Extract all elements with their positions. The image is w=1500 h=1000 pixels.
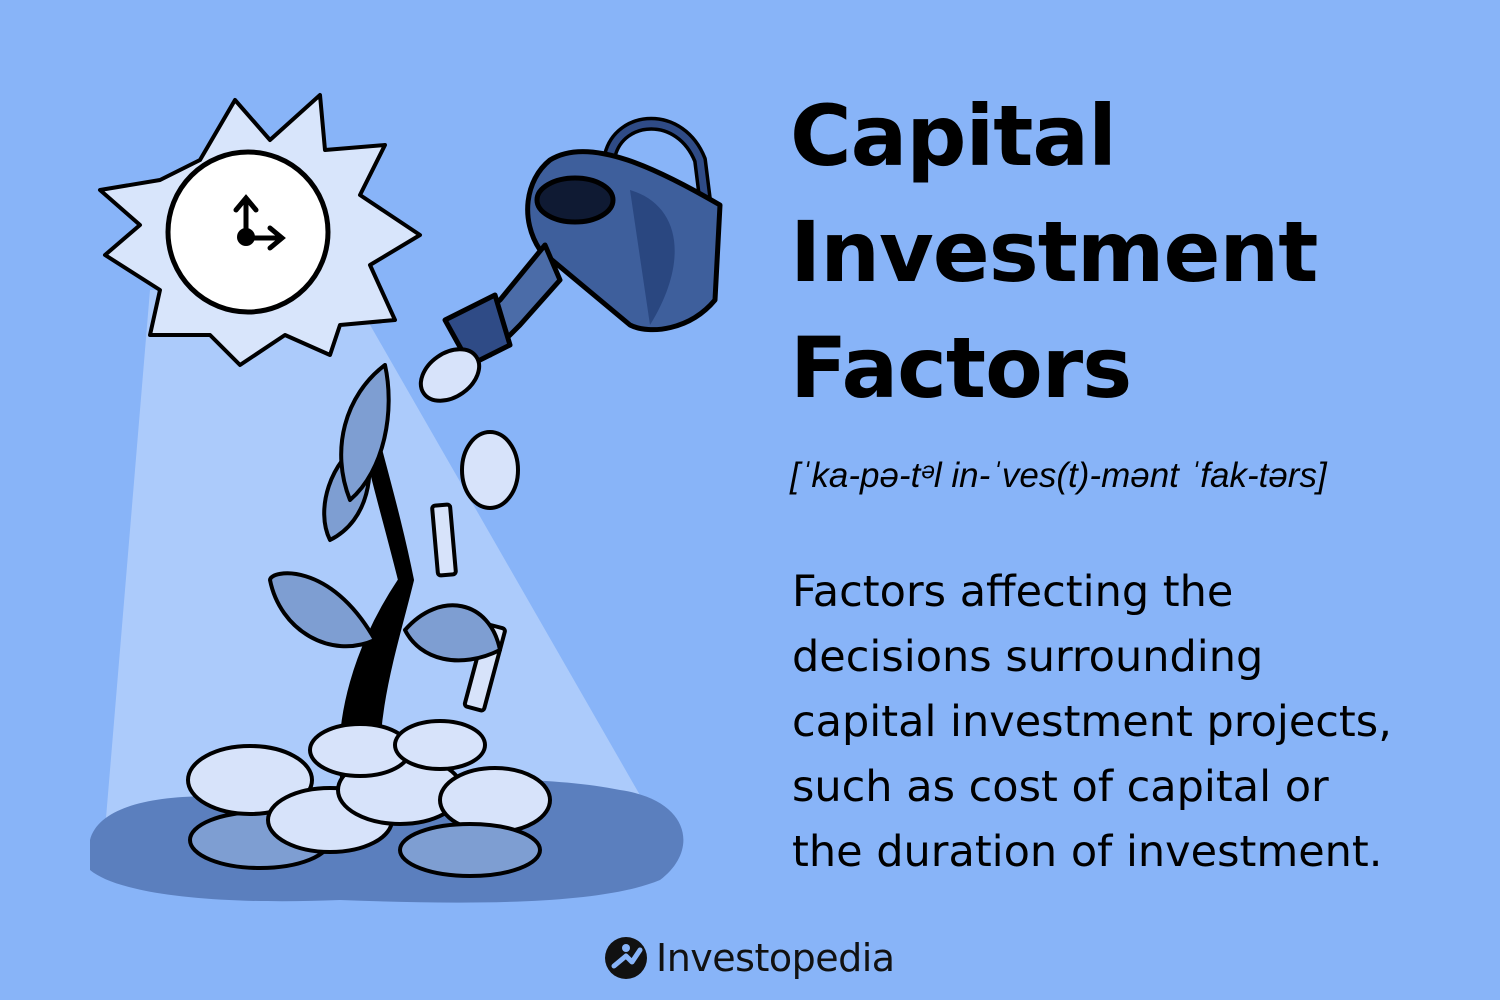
title-line: Investment [790,203,1318,301]
watering-can-icon [442,116,723,368]
brand-name: Investopedia [656,936,895,980]
falling-coins [418,347,520,713]
coin-pile [186,719,552,878]
money-plant-illustration [90,93,723,903]
investopedia-logo-icon [605,937,647,979]
definition-line: Factors affecting the [792,567,1234,617]
sun-icon [98,93,422,367]
definition-line: capital investment projects, [792,697,1392,747]
definition-line: such as cost of capital or [792,762,1329,812]
light-beam [105,290,660,830]
pronunciation: [ˈka-pə-tᵊl in-ˈves(t)-mənt ˈfak-tərs] [790,456,1327,495]
definition-text: Factors affecting the decisions surround… [792,560,1472,885]
brand-logo: Investopedia [604,930,895,986]
title-line: Capital [790,87,1117,185]
page-title: Capital Investment Factors [790,78,1470,426]
title-line: Factors [790,319,1132,417]
definition-line: decisions surrounding [792,632,1264,682]
plant-icon [268,363,502,802]
definition-line: the duration of investment. [792,827,1383,877]
